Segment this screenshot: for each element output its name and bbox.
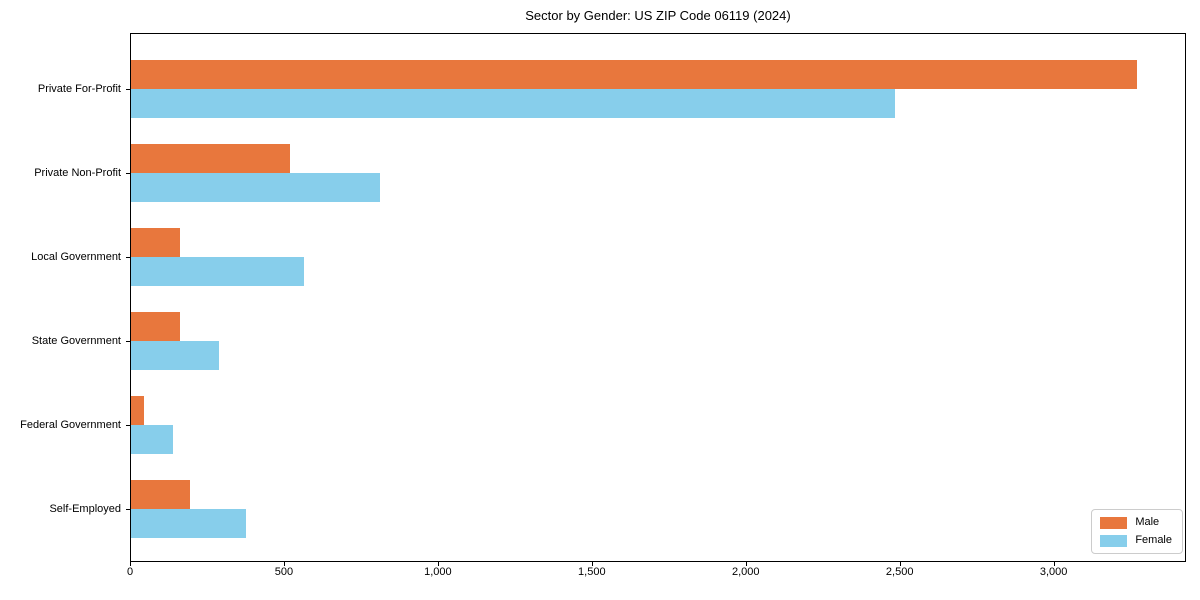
bar-male-state-government — [131, 312, 180, 341]
y-tick-mark-private-for-profit — [126, 89, 130, 90]
bar-female-federal-government — [131, 425, 173, 454]
bar-male-federal-government — [131, 396, 144, 425]
x-tick-label-1000: 1,000 — [424, 566, 452, 578]
bar-male-private-for-profit — [131, 60, 1137, 89]
x-tick-label-3000: 3,000 — [1039, 566, 1068, 578]
x-tick-label-500: 500 — [274, 566, 294, 578]
y-tick-label-federal-government: Federal Government — [20, 419, 121, 431]
x-tick-label-2000: 2,000 — [731, 566, 760, 578]
y-tick-mark-self-employed — [126, 509, 130, 510]
bar-female-private-for-profit — [131, 89, 895, 118]
y-tick-mark-federal-government — [126, 425, 130, 426]
bar-female-state-government — [131, 341, 219, 370]
plot-area — [130, 33, 1186, 562]
legend-entry-male: Male — [1100, 516, 1172, 529]
y-tick-label-private-for-profit: Private For-Profit — [37, 83, 121, 95]
female-color-swatch — [1100, 534, 1128, 547]
x-tick-mark-500 — [283, 562, 285, 566]
chart-title: Sector by Gender: US ZIP Code 06119 (202… — [525, 8, 791, 23]
y-tick-mark-state-government — [126, 341, 130, 342]
y-tick-label-local-government: Local Government — [31, 251, 121, 263]
bar-female-private-non-profit — [131, 173, 380, 202]
legend-label-male: Male — [1135, 516, 1160, 528]
bar-male-local-government — [131, 228, 180, 257]
bar-male-self-employed — [131, 480, 190, 509]
x-tick-mark-0 — [130, 562, 131, 566]
legend-label-female: Female — [1135, 534, 1172, 546]
x-tick-label-0: 0 — [126, 566, 134, 578]
x-tick-mark-1000 — [437, 562, 439, 566]
male-color-swatch — [1100, 516, 1128, 529]
x-tick-mark-2000 — [745, 562, 747, 566]
y-tick-mark-local-government — [126, 257, 130, 258]
y-tick-mark-private-non-profit — [126, 173, 130, 174]
x-tick-mark-1500 — [591, 562, 593, 566]
y-tick-label-state-government: State Government — [31, 335, 121, 347]
bar-female-local-government — [131, 257, 304, 286]
x-tick-mark-3000 — [1053, 562, 1055, 566]
x-tick-label-2500: 2,500 — [885, 566, 914, 578]
bar-male-private-non-profit — [131, 144, 290, 173]
legend: Male Female — [1091, 509, 1183, 554]
x-tick-mark-2500 — [899, 562, 901, 566]
bar-female-self-employed — [131, 509, 246, 538]
y-tick-label-private-non-profit: Private Non-Profit — [34, 167, 121, 179]
x-tick-label-1500: 1,500 — [578, 566, 606, 578]
legend-entry-female: Female — [1100, 534, 1172, 547]
y-tick-label-self-employed: Self-Employed — [49, 503, 121, 515]
